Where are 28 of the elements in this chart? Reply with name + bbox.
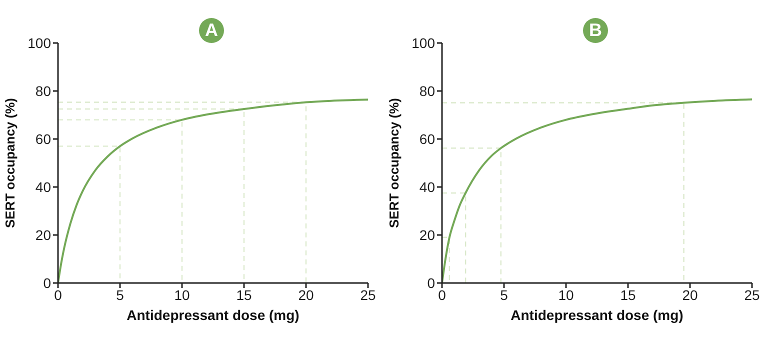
- y-tick-label: 60: [35, 130, 52, 147]
- y-tick-label: 0: [427, 274, 436, 291]
- y-axis-title: SERT occupancy (%): [2, 98, 18, 228]
- x-axis-title: Antidepressant dose (mg): [510, 307, 684, 323]
- y-tick-label: 20: [35, 226, 52, 243]
- y-tick-label: 80: [35, 82, 52, 99]
- x-tick-label: 10: [174, 286, 190, 303]
- x-tick-label: 15: [236, 286, 252, 303]
- y-tick-label: 100: [412, 34, 436, 51]
- x-tick-label: 20: [298, 286, 314, 303]
- y-tick-label: 60: [419, 130, 436, 147]
- x-tick-label: 0: [438, 286, 446, 303]
- y-tick-label: 80: [419, 82, 436, 99]
- y-tick-label: 40: [35, 178, 52, 195]
- x-tick-label: 20: [682, 286, 698, 303]
- x-tick-label: 10: [558, 286, 574, 303]
- y-tick-label: 20: [419, 226, 436, 243]
- y-tick-label: 0: [43, 274, 52, 291]
- x-tick-label: 25: [360, 286, 376, 303]
- x-tick-label: 25: [744, 286, 760, 303]
- x-tick-label: 0: [54, 286, 62, 303]
- x-tick-label: 15: [620, 286, 636, 303]
- x-tick-label: 5: [500, 286, 508, 303]
- x-axis-title: Antidepressant dose (mg): [126, 307, 300, 323]
- y-axis-title: SERT occupancy (%): [386, 98, 402, 228]
- x-tick-label: 5: [116, 286, 124, 303]
- y-tick-label: 100: [28, 34, 52, 51]
- y-tick-label: 40: [419, 178, 436, 195]
